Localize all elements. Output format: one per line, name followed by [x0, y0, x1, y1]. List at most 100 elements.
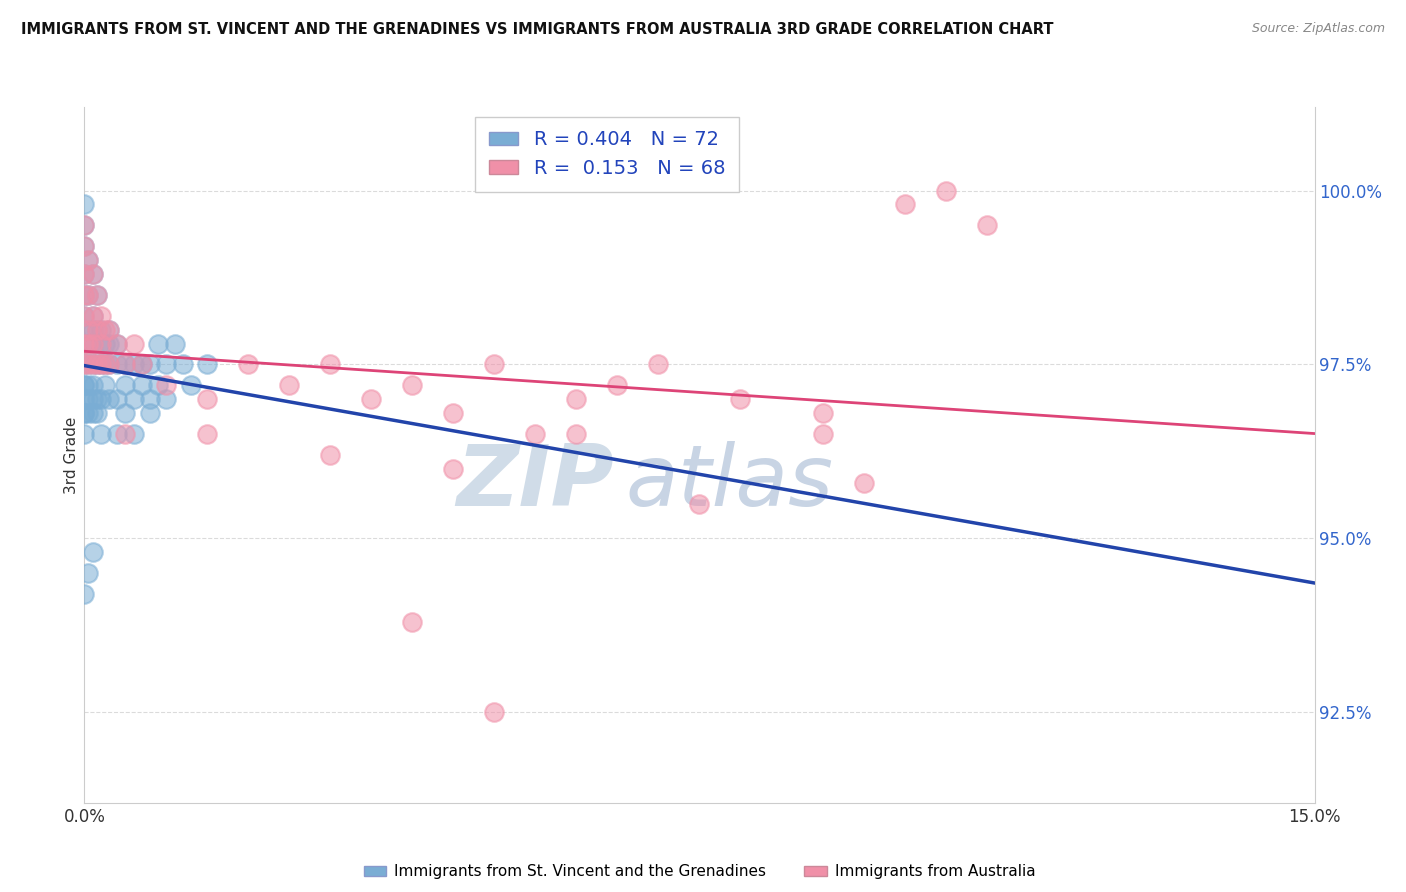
Point [689, 497, 711, 511]
Point [94, 336, 117, 351]
Point [976, 219, 998, 233]
Point [98, 336, 121, 351]
Point [73, 197, 96, 211]
Point [77, 253, 100, 268]
Text: IMMIGRANTS FROM ST. VINCENT AND THE GRENADINES VS IMMIGRANTS FROM AUSTRALIA 3RD : IMMIGRANTS FROM ST. VINCENT AND THE GREN… [21, 22, 1053, 37]
Point [319, 448, 342, 462]
Point [606, 378, 628, 392]
Point [73, 336, 96, 351]
Point [122, 358, 145, 372]
Point [77, 336, 100, 351]
Point [172, 358, 194, 372]
Point [77, 253, 100, 268]
Point [114, 358, 136, 372]
Point [73, 309, 96, 323]
Point [77, 392, 100, 407]
Point [73, 392, 96, 407]
Point [811, 406, 834, 420]
Point [82, 545, 104, 559]
Point [114, 378, 136, 392]
Point [163, 336, 186, 351]
Point [73, 239, 96, 253]
Point [73, 219, 96, 233]
Point [105, 427, 128, 442]
Point [82, 267, 104, 281]
Text: atlas: atlas [626, 442, 834, 524]
Point [155, 378, 177, 392]
Legend: Immigrants from St. Vincent and the Grenadines, Immigrants from Australia: Immigrants from St. Vincent and the Gren… [357, 858, 1042, 886]
Point [401, 378, 423, 392]
Point [122, 336, 145, 351]
Point [139, 406, 162, 420]
Point [86, 406, 108, 420]
Point [565, 427, 588, 442]
Text: Source: ZipAtlas.com: Source: ZipAtlas.com [1251, 22, 1385, 36]
Point [114, 427, 136, 442]
Point [180, 378, 202, 392]
Point [73, 587, 96, 601]
Point [73, 219, 96, 233]
Point [86, 358, 108, 372]
Point [90, 309, 112, 323]
Point [98, 358, 121, 372]
Point [155, 358, 177, 372]
Point [77, 323, 100, 337]
Point [77, 378, 100, 392]
Point [86, 288, 108, 302]
Point [82, 309, 104, 323]
Y-axis label: 3rd Grade: 3rd Grade [63, 417, 79, 493]
Point [647, 358, 669, 372]
Point [73, 267, 96, 281]
Point [90, 323, 112, 337]
Point [82, 358, 104, 372]
Point [86, 392, 108, 407]
Point [94, 323, 117, 337]
Point [114, 406, 136, 420]
Point [82, 323, 104, 337]
Point [105, 392, 128, 407]
Point [98, 323, 121, 337]
Point [86, 358, 108, 372]
Point [77, 358, 100, 372]
Point [73, 378, 96, 392]
Point [139, 358, 162, 372]
Point [77, 406, 100, 420]
Point [98, 392, 121, 407]
Point [82, 378, 104, 392]
Point [148, 378, 170, 392]
Point [105, 336, 128, 351]
Point [77, 336, 100, 351]
Point [730, 392, 752, 407]
Point [122, 427, 145, 442]
Point [360, 392, 382, 407]
Point [73, 336, 96, 351]
Point [73, 358, 96, 372]
Point [105, 336, 128, 351]
Point [105, 358, 128, 372]
Point [90, 336, 112, 351]
Point [319, 358, 342, 372]
Point [77, 323, 100, 337]
Point [82, 392, 104, 407]
Point [197, 392, 219, 407]
Point [82, 336, 104, 351]
Point [73, 427, 96, 442]
Point [443, 462, 465, 476]
Point [238, 358, 260, 372]
Point [73, 406, 96, 420]
Point [852, 475, 875, 490]
Point [77, 288, 100, 302]
Point [148, 336, 170, 351]
Point [401, 615, 423, 629]
Point [90, 336, 112, 351]
Point [90, 358, 112, 372]
Point [893, 197, 915, 211]
Point [131, 358, 153, 372]
Point [86, 323, 108, 337]
Point [197, 358, 219, 372]
Point [443, 406, 465, 420]
Point [73, 358, 96, 372]
Point [73, 378, 96, 392]
Point [197, 427, 219, 442]
Point [94, 358, 117, 372]
